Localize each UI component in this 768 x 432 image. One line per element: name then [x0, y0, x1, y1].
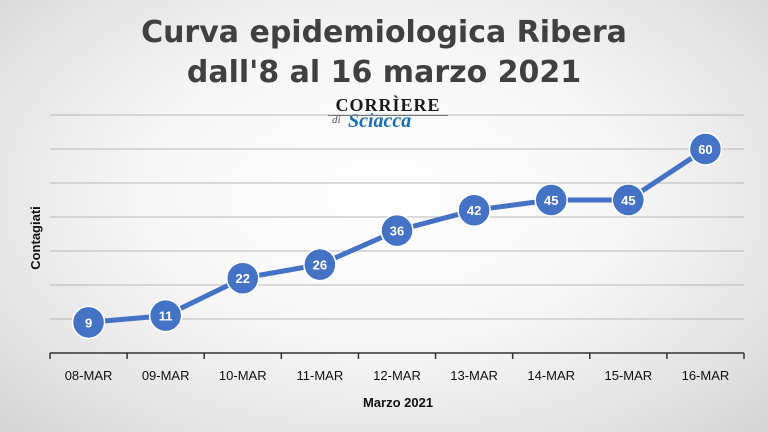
- data-label: 26: [313, 258, 327, 273]
- data-label: 60: [698, 142, 712, 157]
- x-axis-ticks: [49, 353, 745, 359]
- data-label: 22: [236, 271, 250, 286]
- data-label: 9: [85, 315, 92, 330]
- corriere-di-sciacca-logo: CORRÌERE di Sciacca: [326, 95, 450, 132]
- data-points: 9 11 22 26 36 42 45 45 60: [71, 132, 723, 340]
- x-tick-label: 13-MAR: [450, 368, 498, 383]
- data-point: [71, 305, 106, 340]
- x-tick-label: 09-MAR: [142, 368, 190, 383]
- data-point: [688, 132, 723, 166]
- logo-top-text: CORRÌERE: [335, 95, 441, 115]
- x-tick-label: 10-MAR: [219, 368, 267, 383]
- logo-bottom-text: Sciacca: [348, 110, 412, 132]
- x-tick-label: 11-MAR: [297, 368, 344, 383]
- x-tick-label: 14-MAR: [527, 368, 575, 383]
- data-point: [611, 183, 646, 217]
- data-point: [148, 298, 183, 333]
- y-axis-label: Contagiati: [28, 206, 43, 270]
- logo-di-text: di: [332, 114, 341, 126]
- chart-title-line1: Curva epidemiologica Ribera: [141, 15, 627, 50]
- x-tick-label: 16-MAR: [682, 368, 730, 383]
- data-label: 36: [390, 224, 404, 239]
- x-tick-label: 08-MAR: [65, 368, 113, 383]
- data-point: [303, 247, 337, 282]
- x-axis-tick-labels: 08-MAR 09-MAR 10-MAR 11-MAR 12-MAR 13-MAR 14-M…: [65, 368, 730, 383]
- x-axis-label: Marzo 2021: [363, 395, 433, 410]
- data-point: [226, 261, 260, 295]
- data-label: 11: [159, 309, 173, 324]
- x-tick-label: 15-MAR: [604, 368, 652, 383]
- data-point: [380, 213, 414, 248]
- data-label: 42: [467, 203, 481, 218]
- data-point: [457, 193, 491, 227]
- data-label: 45: [621, 193, 635, 208]
- data-point: [534, 183, 568, 217]
- x-tick-label: 12-MAR: [373, 368, 421, 383]
- data-label: 45: [544, 193, 558, 208]
- chart-title-line2: dall'8 al 16 marzo 2021: [186, 55, 582, 90]
